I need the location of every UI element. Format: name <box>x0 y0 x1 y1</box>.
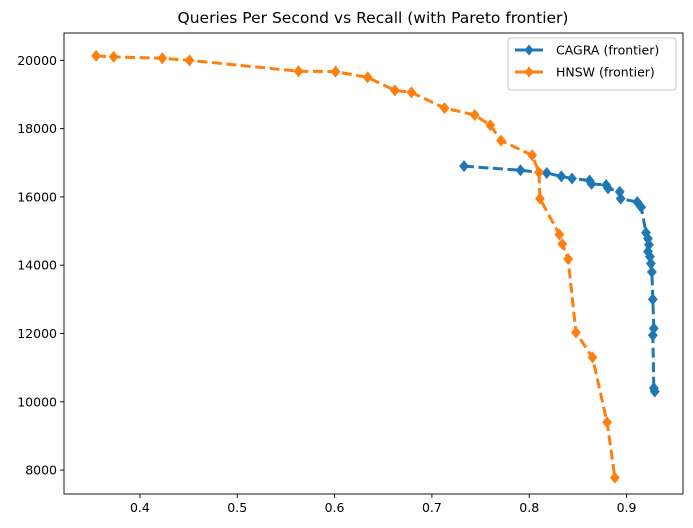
legend-label: HNSW (frontier) <box>556 65 655 80</box>
data-point <box>603 182 613 195</box>
data-point <box>571 326 581 339</box>
x-tick-label: 0.4 <box>130 500 150 515</box>
data-point <box>293 65 304 78</box>
data-point <box>527 149 538 162</box>
series-line <box>463 164 657 392</box>
data-point <box>557 238 568 251</box>
data-point <box>615 192 626 205</box>
y-tick-label: 10000 <box>17 394 57 409</box>
series-0 <box>459 160 660 398</box>
data-point <box>567 172 577 185</box>
legend-swatch-marker <box>524 66 534 78</box>
data-point <box>646 266 657 279</box>
data-point <box>586 177 597 190</box>
data-point <box>330 65 341 78</box>
series-1 <box>91 49 620 484</box>
x-axis: 0.4 0.5 0.6 0.7 0.8 0.9 <box>130 494 637 515</box>
data-point <box>184 54 195 67</box>
data-point <box>534 166 544 179</box>
data-point <box>157 52 168 65</box>
y-axis: 8000 10000 12000 14000 16000 18000 20000 <box>17 53 64 478</box>
y-tick-label: 14000 <box>17 258 57 273</box>
x-tick-label: 0.5 <box>227 500 247 515</box>
data-point <box>439 102 450 115</box>
data-point <box>563 253 574 266</box>
series-line <box>96 54 617 478</box>
data-point <box>649 385 660 398</box>
data-point <box>632 196 643 209</box>
legend-label: CAGRA (frontier) <box>556 43 659 58</box>
data-point <box>515 164 526 177</box>
data-point <box>389 84 400 97</box>
plot-frame <box>63 32 684 495</box>
y-tick-label: 8000 <box>25 463 57 478</box>
data-point <box>609 471 620 484</box>
data-point <box>362 71 373 84</box>
x-tick-label: 0.7 <box>422 500 442 515</box>
y-tick-label: 18000 <box>17 121 57 136</box>
data-point <box>587 351 598 364</box>
data-point <box>91 49 102 62</box>
data-point <box>535 192 545 205</box>
y-tick-label: 20000 <box>17 53 57 68</box>
legend-swatch-marker <box>524 44 534 56</box>
data-point <box>636 201 647 214</box>
data-point <box>469 108 480 121</box>
data-point <box>647 293 658 306</box>
series-layer <box>91 49 660 484</box>
data-point <box>647 329 658 342</box>
y-tick-label: 16000 <box>17 189 57 204</box>
x-tick-label: 0.9 <box>617 500 637 515</box>
data-point <box>556 170 567 183</box>
data-point <box>406 86 417 99</box>
data-point <box>108 50 119 63</box>
legend: CAGRA (frontier) HNSW (frontier) <box>507 37 677 91</box>
data-point <box>645 257 656 270</box>
data-point <box>554 228 565 241</box>
legend-box <box>507 37 677 91</box>
chart-title: Queries Per Second vs Recall (with Paret… <box>178 9 569 27</box>
x-tick-label: 0.6 <box>325 500 345 515</box>
data-point <box>459 160 469 173</box>
x-tick-label: 0.8 <box>519 500 539 515</box>
data-point <box>485 119 496 132</box>
y-tick-label: 12000 <box>17 326 57 341</box>
data-point <box>602 416 613 429</box>
data-point <box>496 134 506 147</box>
data-point <box>541 167 552 180</box>
